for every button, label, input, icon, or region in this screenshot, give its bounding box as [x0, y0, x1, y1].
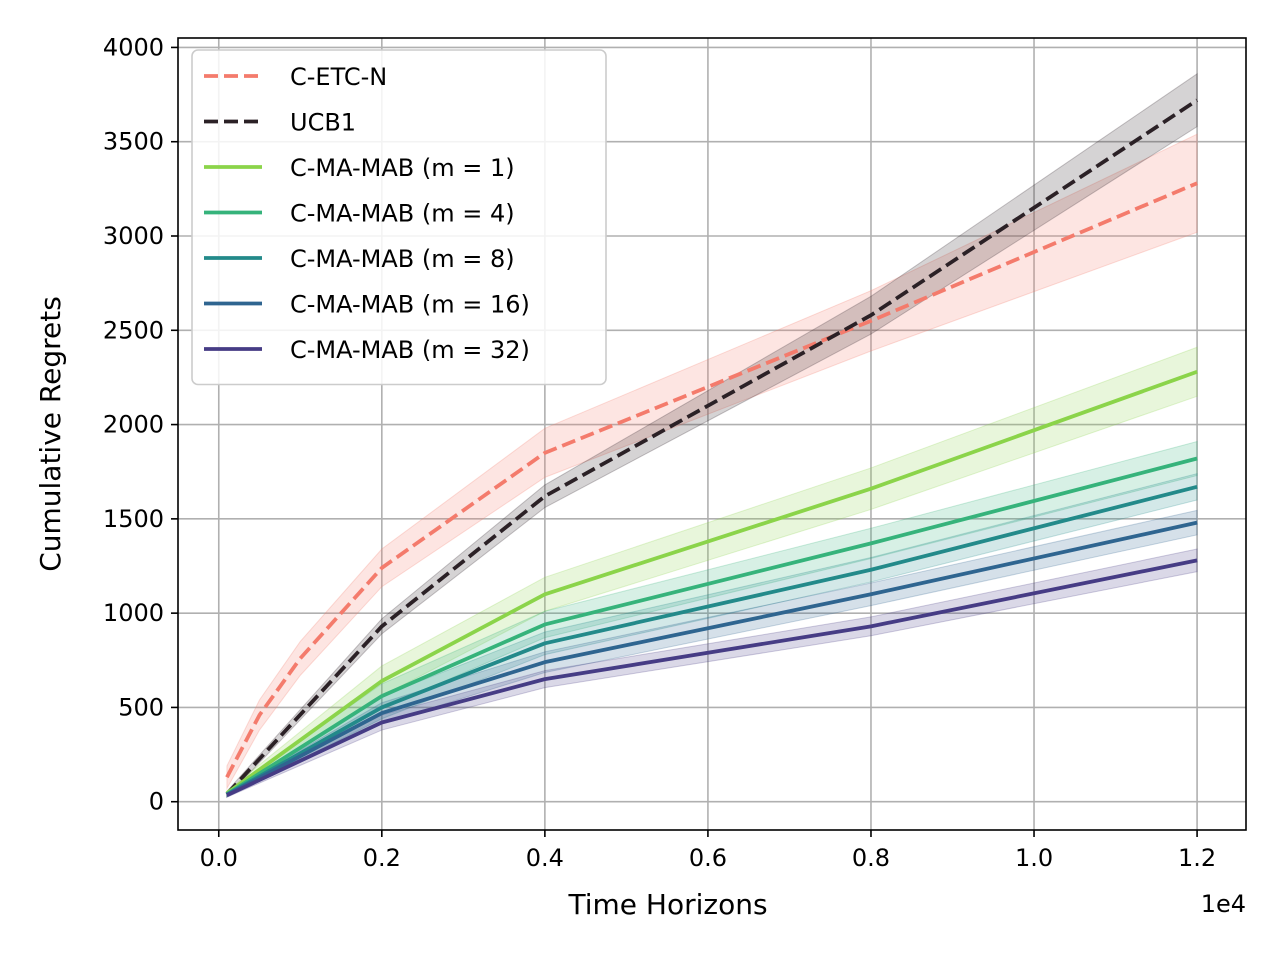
- legend-entry-3: C-MA-MAB (m = 4): [290, 200, 515, 228]
- legend-entry-0: C-ETC-N: [290, 63, 387, 91]
- legend-entry-1: UCB1: [290, 109, 356, 137]
- y-tick-label: 4000: [103, 33, 164, 61]
- series-line-6: [226, 558, 1198, 798]
- legend: C-ETC-N UCB1 C-MA-MAB (m = 1) C-MA-MAB (m =…: [191, 49, 607, 386]
- y-axis-label: Cumulative Regrets: [34, 296, 67, 572]
- series-line-3: [225, 456, 1198, 796]
- x-axis-label: Time Horizons: [567, 888, 767, 921]
- series-line-5: [226, 520, 1198, 797]
- legend-entry-2: C-MA-MAB (m = 1): [290, 154, 515, 182]
- y-tick-label: 2000: [103, 411, 164, 439]
- y-tick-label: 500: [118, 693, 164, 721]
- axis-ticks: 0.0 0.2 0.4 0.6 0.8 1.0 1.2 0 500 1000 1500 2000 250…: [103, 33, 1216, 872]
- series-line-0: [225, 181, 1198, 779]
- x-tick-label: 0.0: [200, 844, 238, 872]
- series-line-2: [225, 369, 1198, 795]
- x-tick-label: 0.6: [689, 844, 727, 872]
- x-tick-label: 1.2: [1178, 844, 1216, 872]
- x-tick-label: 0.2: [363, 844, 401, 872]
- legend-box: [191, 49, 607, 386]
- y-tick-label: 2500: [103, 316, 164, 344]
- legend-entry-6: C-MA-MAB (m = 32): [290, 336, 530, 364]
- y-tick-label: 1000: [103, 599, 164, 627]
- y-tick-label: 3000: [103, 222, 164, 250]
- series-line-1: [225, 98, 1199, 796]
- legend-entry-5: C-MA-MAB (m = 16): [290, 291, 530, 319]
- x-axis-offset-text: 1e4: [1201, 890, 1246, 918]
- x-tick-label: 0.4: [526, 844, 564, 872]
- y-tick-label: 3500: [103, 128, 164, 156]
- confidence-band-1: [226, 72, 1198, 799]
- plot-frame: [177, 37, 1247, 831]
- y-tick-label: 0: [149, 788, 164, 816]
- x-tick-label: 0.8: [852, 844, 890, 872]
- legend-entry-4: C-MA-MAB (m = 8): [290, 245, 515, 273]
- confidence-band-0: [226, 133, 1198, 791]
- series-lines: [225, 98, 1199, 798]
- x-tick-label: 1.0: [1015, 844, 1053, 872]
- y-tick-label: 1500: [103, 505, 164, 533]
- series-line-4: [225, 484, 1198, 797]
